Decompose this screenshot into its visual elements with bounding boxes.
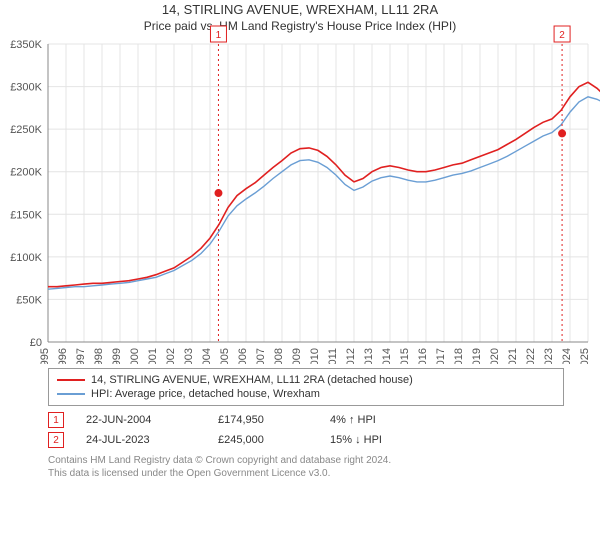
event-badge-num: 2 bbox=[559, 30, 565, 41]
event-point bbox=[558, 129, 566, 137]
y-tick: £100K bbox=[10, 252, 42, 264]
x-tick: 2020 bbox=[489, 348, 501, 364]
x-tick: 1997 bbox=[75, 348, 87, 364]
x-tick: 2023 bbox=[543, 348, 555, 364]
event-table: 1 22-JUN-2004 £174,950 4% ↑ HPI 2 24-JUL-2023… bbox=[48, 410, 564, 450]
x-tick: 2006 bbox=[237, 348, 249, 364]
attribution-line2: This data is licensed under the Open Gov… bbox=[48, 467, 564, 480]
x-tick: 2010 bbox=[309, 348, 321, 364]
x-tick: 2013 bbox=[363, 348, 375, 364]
x-tick: 2008 bbox=[273, 348, 285, 364]
x-tick: 2011 bbox=[327, 348, 339, 364]
x-tick: 2012 bbox=[345, 348, 357, 364]
event-delta: 4% ↑ HPI bbox=[330, 414, 376, 426]
legend: 14, STIRLING AVENUE, WREXHAM, LL11 2RA (… bbox=[48, 368, 564, 406]
y-tick: £0 bbox=[30, 337, 42, 349]
event-delta: 15% ↓ HPI bbox=[330, 434, 382, 446]
legend-swatch bbox=[57, 393, 85, 395]
x-tick: 1999 bbox=[111, 348, 123, 364]
x-tick: 2002 bbox=[165, 348, 177, 364]
legend-label: 14, STIRLING AVENUE, WREXHAM, LL11 2RA (… bbox=[91, 374, 413, 386]
event-price: £174,950 bbox=[218, 414, 308, 426]
y-tick: £50K bbox=[16, 294, 42, 306]
attribution: Contains HM Land Registry data © Crown c… bbox=[48, 454, 564, 480]
x-tick: 1998 bbox=[93, 348, 105, 364]
x-tick: 2007 bbox=[255, 348, 267, 364]
event-badge-num: 1 bbox=[216, 30, 222, 41]
x-tick: 2018 bbox=[453, 348, 465, 364]
x-tick: 2003 bbox=[183, 348, 195, 364]
x-tick: 2019 bbox=[471, 348, 483, 364]
event-row-badge: 1 bbox=[48, 412, 64, 428]
attribution-line1: Contains HM Land Registry data © Crown c… bbox=[48, 454, 564, 467]
y-tick: £200K bbox=[10, 167, 42, 179]
chart-title: 14, STIRLING AVENUE, WREXHAM, LL11 2RA bbox=[162, 2, 439, 17]
x-tick: 2004 bbox=[201, 348, 213, 364]
y-tick: £250K bbox=[10, 124, 42, 136]
event-row: 2 24-JUL-2023 £245,000 15% ↓ HPI bbox=[48, 430, 564, 450]
x-tick: 2016 bbox=[417, 348, 429, 364]
x-tick: 2001 bbox=[147, 348, 159, 364]
x-tick: 2015 bbox=[399, 348, 411, 364]
x-tick: 2005 bbox=[219, 348, 231, 364]
event-price: £245,000 bbox=[218, 434, 308, 446]
event-row: 1 22-JUN-2004 £174,950 4% ↑ HPI bbox=[48, 410, 564, 430]
x-tick: 2021 bbox=[507, 348, 519, 364]
legend-row: HPI: Average price, detached house, Wrex… bbox=[57, 387, 555, 401]
event-date: 24-JUL-2023 bbox=[86, 434, 196, 446]
x-tick: 2025 bbox=[579, 348, 591, 364]
x-tick: 1995 bbox=[39, 348, 51, 364]
event-date: 22-JUN-2004 bbox=[86, 414, 196, 426]
x-tick: 2022 bbox=[525, 348, 537, 364]
x-tick: 2024 bbox=[561, 348, 573, 364]
x-tick: 2009 bbox=[291, 348, 303, 364]
price-chart: 14, STIRLING AVENUE, WREXHAM, LL11 2RA Pr… bbox=[0, 0, 600, 364]
y-tick: £150K bbox=[10, 209, 42, 221]
legend-swatch bbox=[57, 379, 85, 381]
x-tick: 2014 bbox=[381, 348, 393, 364]
event-point bbox=[214, 189, 222, 197]
chart-subtitle: Price paid vs. HM Land Registry's House … bbox=[144, 19, 456, 33]
event-row-badge: 2 bbox=[48, 432, 64, 448]
x-tick: 2017 bbox=[435, 348, 447, 364]
legend-label: HPI: Average price, detached house, Wrex… bbox=[91, 388, 320, 400]
x-tick: 2000 bbox=[129, 348, 141, 364]
y-tick: £300K bbox=[10, 82, 42, 94]
x-tick: 1996 bbox=[57, 348, 69, 364]
legend-row: 14, STIRLING AVENUE, WREXHAM, LL11 2RA (… bbox=[57, 373, 555, 387]
y-tick: £350K bbox=[10, 39, 42, 51]
